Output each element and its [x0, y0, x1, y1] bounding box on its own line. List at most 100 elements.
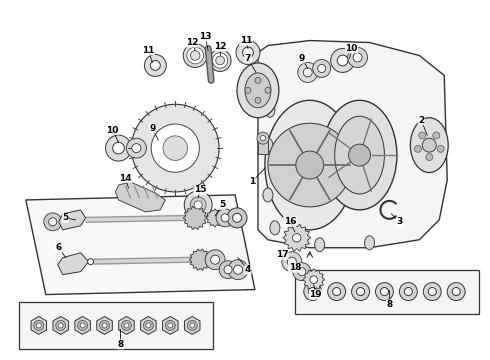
Circle shape: [265, 87, 271, 93]
Ellipse shape: [410, 118, 448, 172]
Circle shape: [298, 267, 306, 276]
Circle shape: [216, 209, 234, 227]
Circle shape: [304, 283, 322, 301]
Ellipse shape: [265, 100, 355, 230]
Circle shape: [77, 320, 88, 330]
Ellipse shape: [322, 100, 397, 210]
Text: 9: 9: [149, 124, 155, 133]
Polygon shape: [183, 206, 207, 230]
Circle shape: [163, 136, 188, 161]
Text: 11: 11: [142, 46, 155, 55]
Text: 12: 12: [214, 42, 226, 51]
Circle shape: [337, 55, 348, 66]
Circle shape: [168, 323, 173, 328]
Text: 3: 3: [396, 217, 402, 226]
Ellipse shape: [365, 236, 374, 250]
Circle shape: [221, 214, 229, 222]
Circle shape: [122, 320, 131, 330]
Ellipse shape: [237, 63, 279, 118]
Bar: [258, 140, 268, 154]
Circle shape: [113, 142, 124, 154]
Circle shape: [357, 288, 365, 296]
Circle shape: [213, 53, 228, 68]
Circle shape: [209, 50, 231, 71]
Circle shape: [375, 283, 393, 301]
Text: 8: 8: [386, 300, 392, 309]
Circle shape: [228, 260, 248, 280]
Text: 13: 13: [199, 32, 211, 41]
Circle shape: [399, 283, 417, 301]
Polygon shape: [184, 316, 200, 334]
Circle shape: [333, 288, 341, 296]
Circle shape: [318, 64, 326, 72]
Polygon shape: [97, 316, 112, 334]
Circle shape: [380, 288, 389, 296]
Polygon shape: [116, 182, 165, 212]
Text: 6: 6: [55, 243, 62, 252]
Circle shape: [49, 218, 57, 226]
Polygon shape: [206, 209, 224, 227]
Circle shape: [257, 132, 269, 144]
Polygon shape: [303, 269, 325, 291]
Circle shape: [36, 323, 41, 328]
Text: 11: 11: [240, 36, 252, 45]
Polygon shape: [189, 249, 211, 270]
Circle shape: [146, 323, 151, 328]
Polygon shape: [59, 210, 86, 230]
Text: 19: 19: [309, 290, 322, 299]
Circle shape: [255, 97, 261, 103]
Circle shape: [282, 252, 302, 272]
Circle shape: [293, 234, 301, 242]
Circle shape: [34, 320, 44, 330]
Circle shape: [255, 77, 261, 84]
Circle shape: [347, 48, 368, 67]
Polygon shape: [58, 253, 89, 275]
Circle shape: [428, 288, 436, 296]
Ellipse shape: [245, 73, 271, 108]
Circle shape: [328, 283, 345, 301]
Circle shape: [126, 138, 147, 158]
Polygon shape: [258, 41, 447, 248]
Ellipse shape: [315, 238, 325, 252]
Circle shape: [124, 323, 129, 328]
Bar: [295, 270, 479, 315]
Circle shape: [243, 47, 253, 58]
Circle shape: [150, 60, 160, 70]
Circle shape: [236, 41, 260, 64]
Circle shape: [187, 320, 197, 330]
Circle shape: [183, 44, 207, 67]
Circle shape: [219, 261, 237, 279]
Circle shape: [144, 320, 153, 330]
Circle shape: [404, 288, 413, 296]
Circle shape: [151, 124, 199, 172]
Text: 14: 14: [119, 174, 132, 183]
Circle shape: [105, 135, 131, 161]
Text: 2: 2: [418, 116, 424, 125]
Circle shape: [165, 320, 175, 330]
Text: 7: 7: [245, 54, 251, 63]
Circle shape: [233, 213, 242, 222]
Text: 5: 5: [63, 213, 69, 222]
Text: 8: 8: [118, 340, 123, 349]
Circle shape: [313, 59, 331, 77]
Circle shape: [303, 68, 312, 77]
Circle shape: [298, 62, 318, 82]
Ellipse shape: [263, 188, 273, 202]
Circle shape: [145, 54, 166, 76]
Polygon shape: [31, 316, 47, 334]
Circle shape: [423, 283, 441, 301]
Circle shape: [190, 323, 195, 328]
Circle shape: [99, 320, 110, 330]
Polygon shape: [141, 316, 156, 334]
Circle shape: [131, 104, 219, 192]
Circle shape: [184, 191, 212, 219]
Circle shape: [191, 51, 200, 60]
Polygon shape: [75, 316, 90, 334]
Text: 9: 9: [298, 54, 305, 63]
Circle shape: [422, 138, 436, 152]
Circle shape: [310, 276, 318, 283]
Text: 5: 5: [219, 201, 225, 210]
Circle shape: [287, 257, 296, 266]
Text: 4: 4: [245, 265, 251, 274]
Circle shape: [102, 323, 107, 328]
